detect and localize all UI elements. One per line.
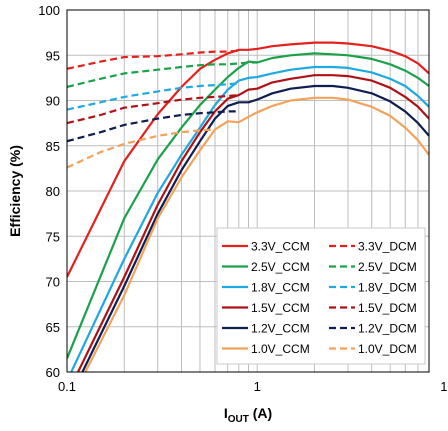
y-tick-label: 95 — [46, 48, 60, 63]
x-tick-label: 10 — [440, 379, 448, 394]
series-lines — [67, 41, 429, 372]
series-line-1-0v-ccm — [84, 96, 429, 372]
x-tick-label: 1 — [254, 379, 261, 394]
legend-label-1-8v-ccm: 1.8V_CCM — [251, 281, 310, 295]
series-line-1-2v-dcm — [67, 110, 239, 143]
y-tick-label: 85 — [46, 139, 60, 154]
legend-label-1-5v-ccm: 1.5V_CCM — [251, 301, 310, 315]
x-axis-label: IOUT (A) — [224, 405, 272, 425]
legend-label-1-5v-dcm: 1.5V_DCM — [358, 301, 417, 315]
x-axis-label-main: I — [224, 405, 228, 421]
series-line-1-5v-ccm — [76, 74, 429, 372]
y-tick-label: 60 — [46, 365, 60, 380]
series-line-3-3v-dcm — [67, 49, 239, 70]
y-tick-label: 100 — [38, 3, 60, 18]
y-tick-label: 70 — [46, 275, 60, 290]
legend-label-3-3v-dcm: 3.3V_DCM — [358, 240, 417, 254]
x-axis-label-subscript: OUT — [228, 414, 249, 425]
series-line-2-5v-ccm — [67, 52, 429, 359]
series-line-3-3v-ccm — [67, 41, 429, 278]
y-tick-label: 75 — [46, 229, 60, 244]
legend-label-1-0v-dcm: 1.0V_DCM — [358, 342, 417, 356]
legend-label-1-0v-ccm: 1.0V_CCM — [251, 342, 310, 356]
series-line-1-2v-ccm — [81, 84, 429, 372]
legend-label-1-2v-dcm: 1.2V_DCM — [358, 322, 417, 336]
series-line-1-8v-dcm — [67, 82, 239, 111]
x-tick-labels: 0.1 1 10 — [58, 379, 448, 394]
y-tick-label: 65 — [46, 320, 60, 335]
series-line-1-0v-dcm — [67, 128, 216, 169]
series-line-1-5v-dcm — [67, 94, 239, 125]
legend-label-3-3v-ccm: 3.3V_CCM — [251, 240, 310, 254]
series-line-2-5v-dcm — [67, 61, 258, 88]
plot-frame — [66, 9, 430, 373]
y-tick-label: 90 — [46, 94, 60, 109]
legend-label-1-2v-ccm: 1.2V_CCM — [251, 322, 310, 336]
legend-label-2-5v-ccm: 2.5V_CCM — [251, 260, 310, 274]
y-tick-label: 80 — [46, 184, 60, 199]
legend-label-1-8v-dcm: 1.8V_DCM — [358, 281, 417, 295]
x-tick-label: 0.1 — [58, 379, 76, 394]
series-line-1-8v-ccm — [70, 65, 429, 372]
x-axis-label-unit: (A) — [249, 405, 272, 421]
y-axis-label: Efficiency (%) — [7, 145, 23, 237]
legend-label-2-5v-dcm: 2.5V_DCM — [358, 260, 417, 274]
legend-box — [216, 227, 426, 365]
legend: 3.3V_CCM 2.5V_CCM 1.8V_CCM 1.5V_CCM 1.2V_CCM… — [216, 227, 426, 365]
y-tick-labels: 60 65 70 75 80 85 90 95 100 — [38, 3, 60, 380]
